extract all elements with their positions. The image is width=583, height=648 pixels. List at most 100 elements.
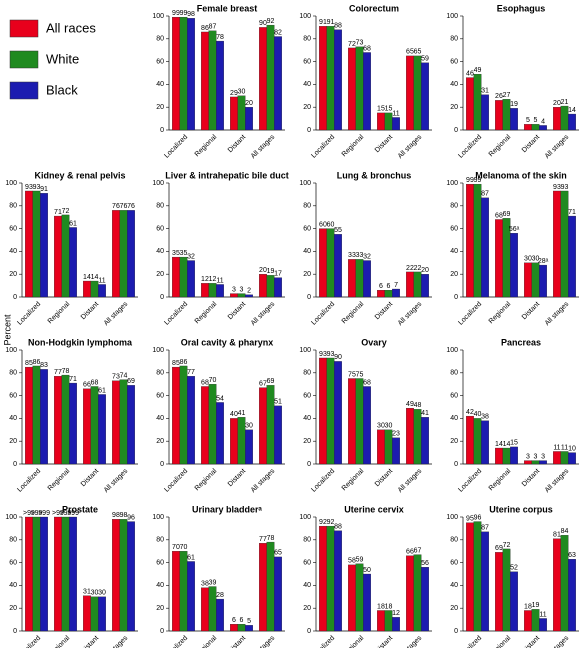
bar (127, 521, 135, 632)
bar (334, 361, 342, 465)
value-label: 29 (230, 90, 238, 97)
x-tick-label: Localized (163, 635, 189, 648)
bar (237, 95, 246, 131)
bar (531, 124, 540, 131)
x-tick-label: Localized (16, 635, 42, 648)
bar (40, 193, 48, 298)
y-tick-label: 100 (152, 514, 164, 521)
y-tick-label: 100 (5, 514, 17, 521)
y-tick-label: 40 (9, 582, 17, 589)
y-tick-label: 0 (307, 628, 311, 635)
bar (245, 107, 253, 131)
bar (334, 29, 342, 131)
value-label: 41 (238, 410, 246, 417)
bar (568, 113, 576, 131)
y-tick-label: 80 (156, 370, 164, 377)
value-label: 99 (172, 10, 180, 17)
value-label: 63 (568, 552, 576, 559)
value-label: 86 (180, 359, 188, 366)
value-label: 49 (406, 401, 414, 408)
y-tick-label: 0 (160, 628, 164, 635)
bar (25, 190, 33, 298)
value-label: 6 (379, 283, 383, 290)
bar (553, 107, 561, 131)
bar (560, 190, 569, 298)
bar (421, 62, 429, 131)
bar (568, 215, 576, 298)
bar (392, 437, 400, 465)
bar (348, 378, 356, 465)
chart-title: Lung & bronchus (337, 170, 412, 180)
bar (245, 294, 253, 298)
bar (406, 555, 414, 632)
x-tick-label: Localized (163, 134, 189, 160)
bar (187, 376, 195, 465)
bar (502, 99, 511, 131)
value-label: 28 (216, 592, 224, 599)
value-label: 71 (69, 376, 77, 383)
value-label: 72 (348, 41, 356, 48)
bar (216, 598, 224, 632)
bar (319, 357, 327, 465)
legend-label: White (46, 51, 79, 66)
bar (32, 365, 41, 465)
value-label: 14 (503, 441, 511, 448)
chart-title: Melanoma of the skin (475, 170, 567, 180)
value-label: 60 (327, 221, 335, 228)
value-label: 11 (216, 277, 223, 284)
bar (216, 284, 224, 298)
bar (466, 522, 474, 632)
bar (473, 418, 482, 465)
bar (473, 73, 482, 131)
bar (179, 365, 188, 465)
value-label: 96 (127, 514, 135, 521)
value-label: 87 (209, 24, 217, 31)
chart-title: Urinary bladderᵃ (192, 504, 263, 514)
value-label: 92 (319, 519, 327, 526)
bar (392, 617, 400, 632)
value-label: 75 (356, 371, 364, 378)
bar (421, 274, 429, 298)
x-tick-label: Localized (163, 301, 189, 327)
y-tick-label: 60 (156, 559, 164, 566)
value-label: 56 (421, 560, 429, 567)
x-tick-label: Distant (80, 468, 100, 488)
value-label: 10 (568, 445, 576, 452)
bar (553, 538, 561, 632)
chart-title: Uterine cervix (344, 504, 404, 514)
bar (553, 190, 561, 298)
value-label: 68 (91, 379, 99, 386)
chart-title: Esophagus (497, 3, 546, 13)
value-label: 15 (385, 106, 393, 113)
value-label: 99 (466, 177, 474, 184)
bar (259, 27, 267, 131)
value-label: 61 (98, 387, 106, 394)
value-label: 69 (127, 378, 135, 385)
y-tick-label: 100 (299, 180, 311, 187)
bar (274, 277, 282, 298)
bar (259, 543, 267, 632)
legend-label: All races (46, 20, 96, 35)
y-tick-label: 80 (450, 203, 458, 210)
bar (245, 429, 253, 465)
y-tick-label: 60 (450, 58, 458, 65)
bar (384, 610, 393, 632)
bar (510, 233, 518, 298)
x-tick-label: All stages (544, 300, 571, 327)
value-label: 87 (481, 191, 489, 198)
bar (466, 77, 474, 131)
y-tick-label: 60 (9, 559, 17, 566)
bar (466, 183, 474, 298)
bar (406, 271, 414, 298)
value-label: 69 (267, 378, 275, 385)
value-label: 14 (83, 274, 91, 281)
y-tick-label: 20 (156, 605, 164, 612)
x-tick-label: Localized (310, 468, 336, 494)
y-tick-label: 100 (446, 514, 458, 521)
bar (502, 548, 511, 632)
y-tick-label: 40 (450, 582, 458, 589)
bar (208, 283, 217, 298)
value-label: 85 (25, 360, 33, 367)
x-tick-label: All stages (397, 467, 424, 494)
bar (363, 260, 371, 298)
